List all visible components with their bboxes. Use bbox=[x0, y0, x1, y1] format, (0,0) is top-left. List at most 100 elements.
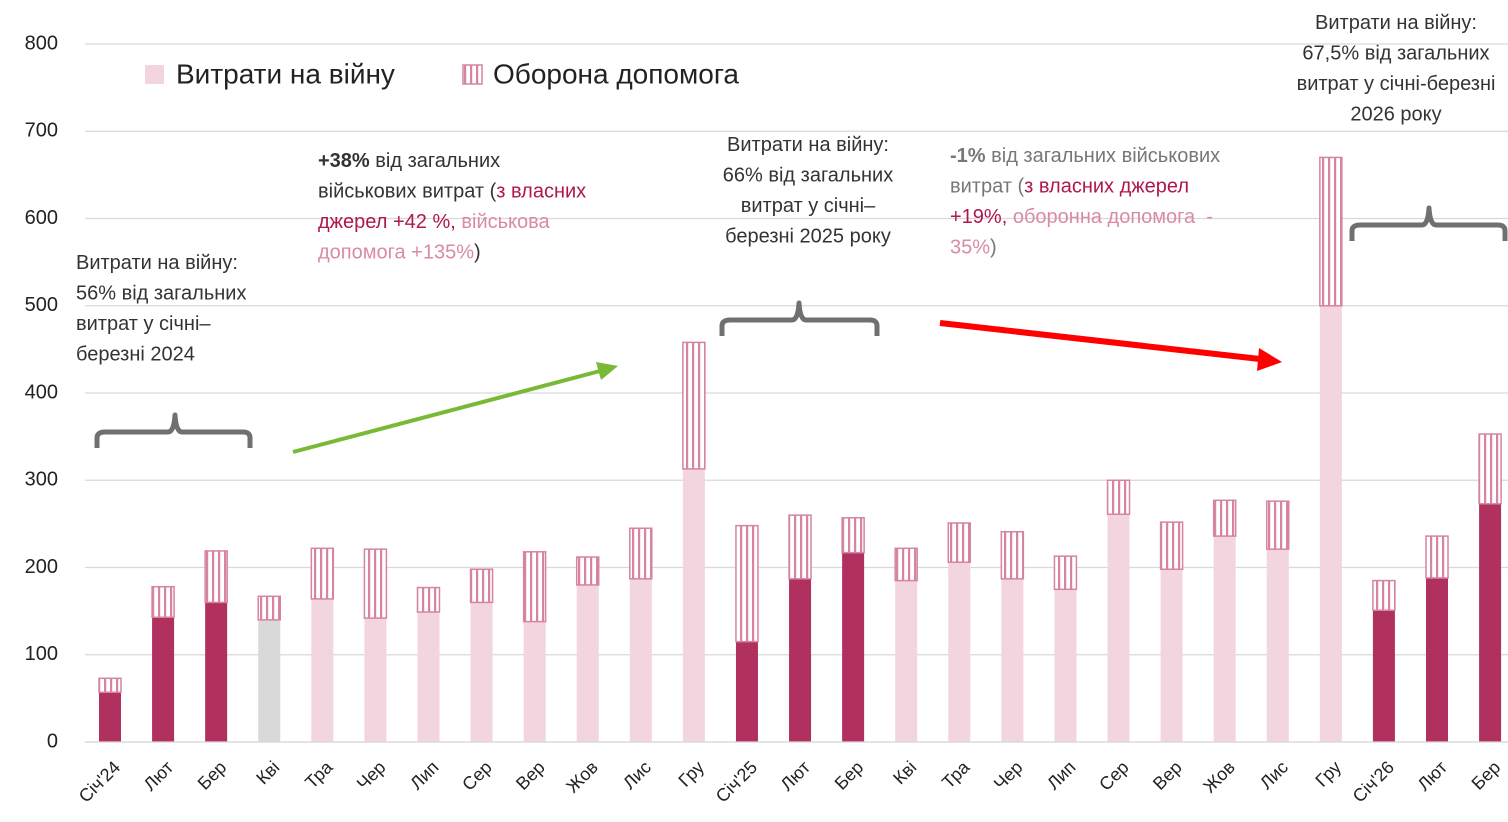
x-tick-label: Сер bbox=[1095, 757, 1132, 794]
brace bbox=[719, 300, 880, 336]
annotation-line: військових витрат (з власних bbox=[318, 181, 586, 203]
annotation-text: від загальних bbox=[370, 150, 500, 172]
aid-bar-segment bbox=[416, 586, 441, 613]
y-tick-label: 600 bbox=[25, 207, 58, 229]
aid-bar-segment bbox=[522, 551, 547, 623]
annotation-text: з власних джерел bbox=[1024, 176, 1189, 198]
legend-swatch bbox=[462, 64, 483, 85]
aid-bar-segment bbox=[894, 547, 918, 582]
annotation-text: джерел +42 %, bbox=[318, 211, 456, 233]
aid-bar-segment bbox=[204, 550, 228, 604]
annotation-line: +38% від загальних bbox=[318, 150, 500, 172]
annotation-text: Витрати на війну: bbox=[1315, 12, 1477, 34]
arrows bbox=[292, 320, 1282, 454]
aid-bar-segment bbox=[363, 548, 388, 619]
annotation: +38% від загальних військових витрат (з в… bbox=[318, 150, 586, 264]
bar-segment bbox=[1001, 578, 1024, 742]
annotation-text: витрат у січні-березні bbox=[1297, 73, 1496, 95]
green-arrow bbox=[292, 369, 601, 454]
x-tick-label: Жов bbox=[562, 757, 602, 797]
annotation-line: Витрати на війну: bbox=[76, 252, 238, 274]
x-tick-label: Тра bbox=[938, 756, 974, 792]
annotation-line: витрат у січні– bbox=[76, 313, 211, 335]
bar-segment bbox=[470, 602, 493, 742]
annotation-line: джерел +42 %, військова bbox=[318, 211, 551, 233]
annotation-line: витрат у січні-березні bbox=[1297, 73, 1496, 95]
bar-segment bbox=[1479, 503, 1502, 742]
bar-segment bbox=[1054, 589, 1077, 742]
annotation-line: 67,5% від загальних bbox=[1302, 43, 1489, 65]
aid-bar-segment bbox=[947, 522, 972, 564]
bar-segment bbox=[311, 598, 334, 742]
legend-label: Оборона допомога bbox=[493, 58, 739, 89]
annotation-text: березні 2024 bbox=[76, 344, 195, 366]
x-tick-label: Січ'26 bbox=[1349, 757, 1398, 806]
annotation-line: +19%, оборонна допомога - bbox=[950, 206, 1213, 228]
bar-segment bbox=[364, 618, 387, 742]
brace bbox=[94, 412, 253, 448]
annotation: Витрати на війну: 56% від загальних витрат… bbox=[76, 252, 246, 366]
annotation-text: з власних bbox=[496, 181, 586, 203]
bar-segment bbox=[205, 602, 228, 742]
annotation-text: військових витрат ( bbox=[318, 181, 497, 203]
annotation-text: витрат у січні– bbox=[76, 313, 211, 335]
annotation: Витрати на війну: 66% від загальних витрат… bbox=[723, 134, 893, 248]
aid-bar-segment bbox=[98, 677, 122, 694]
y-tick-label: 300 bbox=[25, 469, 58, 491]
annotation-text: -1% bbox=[950, 145, 986, 167]
annotation-line: витрат (з власних джерел bbox=[950, 176, 1189, 198]
annotation-text: допомога +135% bbox=[318, 242, 474, 264]
annotation-text: від загальних військових bbox=[986, 145, 1221, 167]
annotation-line: Витрати на війну: bbox=[727, 134, 889, 156]
bar-segment bbox=[1426, 577, 1448, 742]
aid-bar-segment bbox=[1478, 433, 1502, 505]
braces bbox=[94, 205, 1508, 448]
annotation-line: 35%) bbox=[950, 237, 997, 259]
aid-bar-segment bbox=[575, 556, 600, 586]
annotation-text: +19%, bbox=[950, 206, 1007, 228]
annotation-text: ) bbox=[990, 237, 997, 259]
y-tick-label: 100 bbox=[25, 643, 58, 665]
annotation-line: 2026 року bbox=[1350, 104, 1441, 126]
aid-bar-segment bbox=[735, 524, 759, 643]
x-tick-label: Гру bbox=[674, 757, 708, 791]
y-tick-label: 400 bbox=[25, 381, 58, 403]
x-tick-label: Бер bbox=[1468, 757, 1505, 794]
y-tick-label: 0 bbox=[47, 730, 58, 752]
annotation-line: допомога +135%) bbox=[318, 242, 481, 264]
annotation-text: ) bbox=[474, 242, 481, 264]
x-tick-label: Лип bbox=[1043, 757, 1080, 794]
annotation-line: 56% від загальних bbox=[76, 283, 246, 305]
aid-bar-segment bbox=[1372, 579, 1396, 612]
annotation-text: військова bbox=[456, 211, 551, 233]
aid-bar-segment bbox=[682, 341, 706, 470]
bar-segment bbox=[735, 641, 758, 742]
annotation-text: 56% від загальних bbox=[76, 283, 246, 305]
brace bbox=[1349, 205, 1508, 241]
annotation-text: березні 2025 року bbox=[725, 226, 891, 248]
annotation: Витрати на війну: 67,5% від загальних витр… bbox=[1297, 12, 1496, 126]
annotation-text: +38% bbox=[318, 150, 370, 172]
x-tick-label: Лис bbox=[1256, 757, 1292, 793]
x-tick-label: Чер bbox=[990, 757, 1027, 794]
x-tick-label: Лют bbox=[1414, 757, 1452, 795]
annotation-line: -1% від загальних військових bbox=[950, 145, 1220, 167]
aid-bar-segment bbox=[629, 527, 653, 580]
annotation-text: 2026 року bbox=[1350, 104, 1441, 126]
x-tick-label: Кві bbox=[889, 757, 920, 788]
x-tick-label: Січ'25 bbox=[712, 757, 761, 806]
aid-bar-segment bbox=[310, 547, 335, 600]
bar-segment bbox=[1372, 610, 1395, 742]
legend-swatch bbox=[145, 65, 164, 84]
aid-bar-segment bbox=[1212, 499, 1237, 537]
red-arrowhead bbox=[1257, 348, 1282, 371]
x-tick-label: Кві bbox=[252, 757, 283, 788]
legend-label: Витрати на війну bbox=[176, 58, 395, 89]
bar-segment bbox=[99, 692, 121, 742]
x-tick-label: Гру bbox=[1311, 757, 1345, 791]
annotation-text: витрат ( bbox=[950, 176, 1024, 198]
aid-bar-segment bbox=[1106, 479, 1131, 516]
bar-segment bbox=[789, 578, 812, 742]
annotation-text: Витрати на війну: bbox=[727, 134, 889, 156]
